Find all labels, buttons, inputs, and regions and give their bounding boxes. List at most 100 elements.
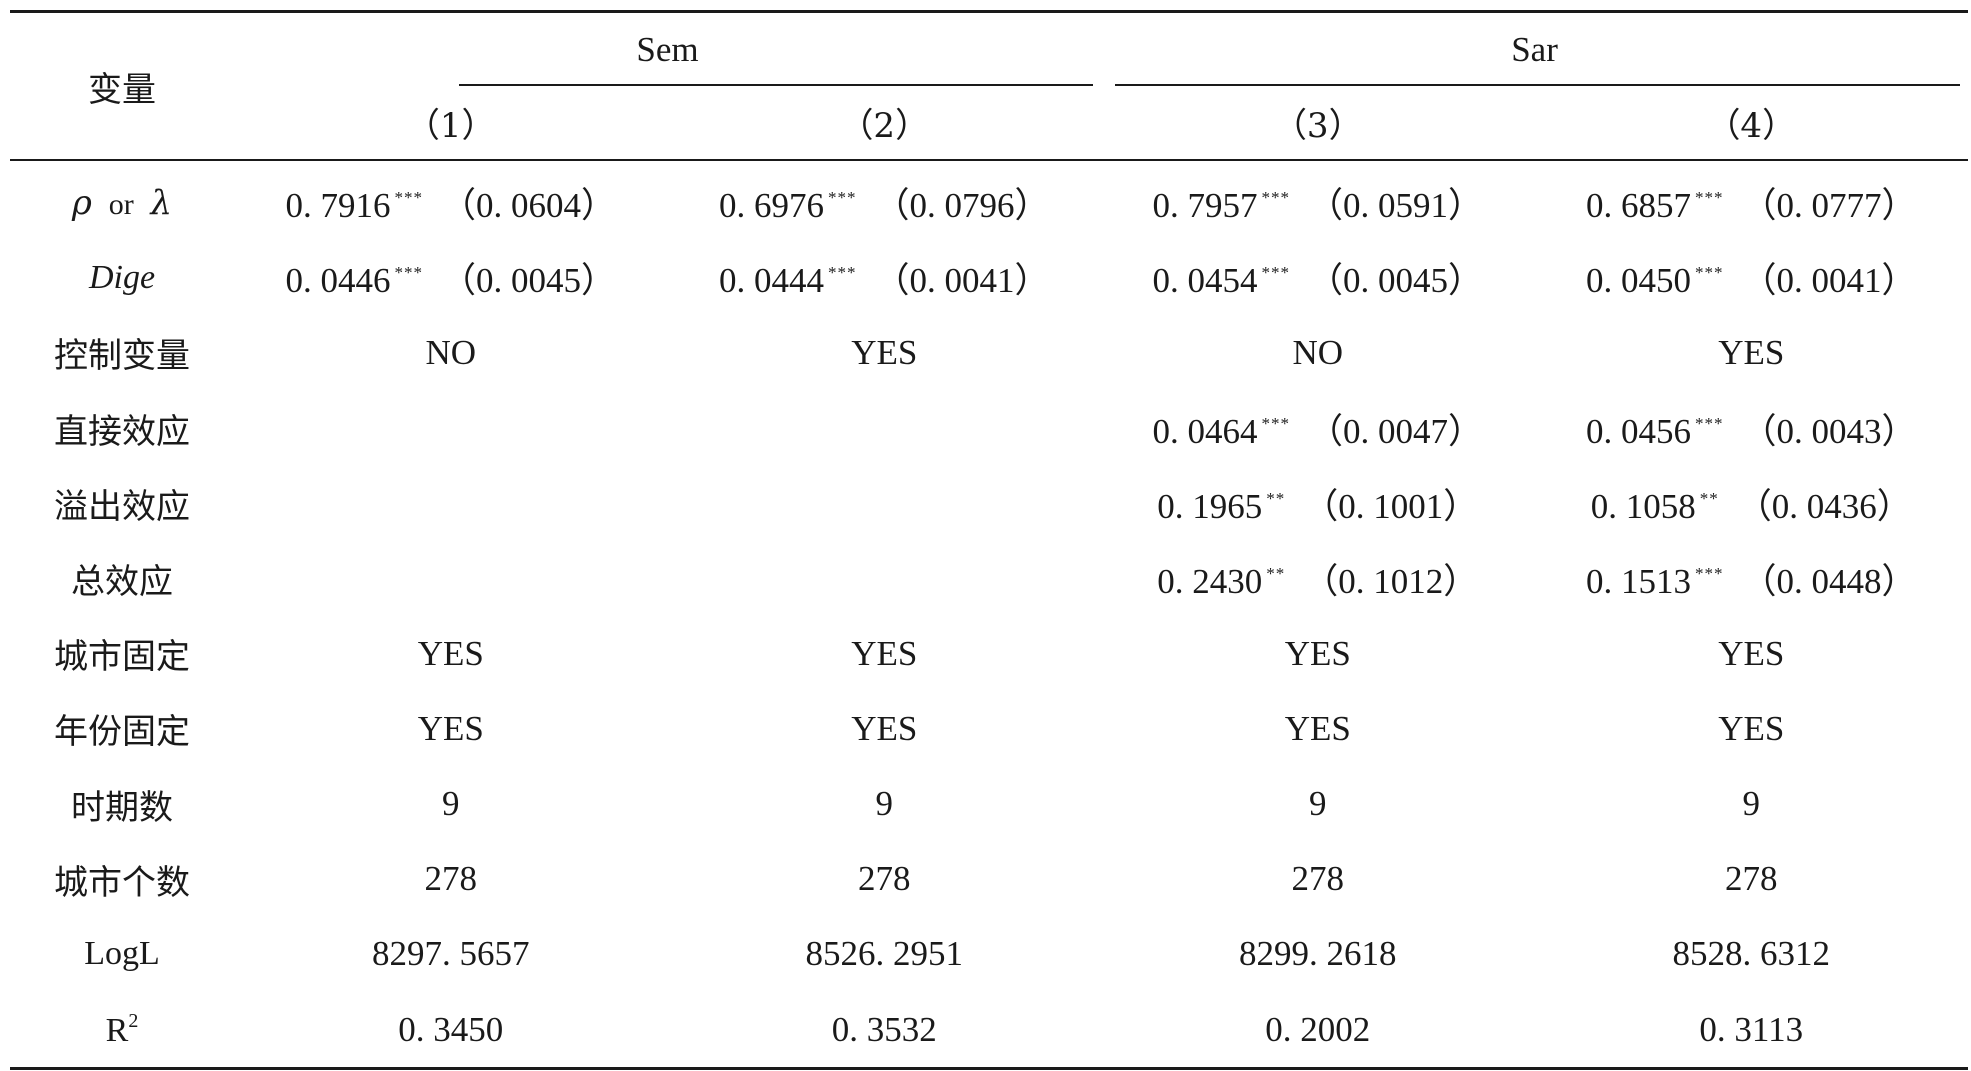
std-error: （0. 0436） [1736,486,1912,526]
table-cell: 9 [1309,784,1327,824]
table-row: 直接效应 0. 0464 *** （0. 0047） 0. 0456 *** （0. 0… [10,391,1968,466]
std-error: （0. 0045） [1308,261,1484,301]
table-cell-empty [234,541,668,616]
variable-header: 变量 [10,11,234,161]
coef-value: 0. 7957 [1152,186,1258,226]
coef-value: 0. 6857 [1586,186,1691,226]
table-row: 总效应 0. 2430 ** （0. 1012） 0. 1513 *** （0. 044… [10,541,1968,616]
table-row: LogL 8297. 5657 8526. 2951 8299. 2618 85… [10,917,1968,992]
coef-value: 0. 2430 [1157,562,1263,602]
table-cell: 8528. 6312 [1672,934,1831,974]
significance-stars: ** [1266,564,1286,584]
std-error: （0. 0604） [440,186,616,226]
table-cell: 8299. 2618 [1239,934,1397,974]
row-label: 直接效应 [54,411,190,452]
table-cell: 0. 0456 *** （0. 0043） [1535,391,1969,466]
table-cell: 0. 1965 ** （0. 1001） [1101,466,1535,541]
coef-value: 0. 0446 [285,261,391,301]
column-header-3: （3） [1272,106,1363,146]
significance-stars: *** [828,188,857,208]
table-cell: 9 [875,784,894,824]
group-label-sem: Sem [636,29,699,69]
table-cell: YES [851,633,918,673]
group-rule-sem [459,84,1094,86]
table-row: 城市个数 278 278 278 278 [10,842,1968,917]
group-rule-sar [1115,84,1961,86]
significance-stars: *** [1695,263,1724,283]
table-cell: 0. 3113 [1699,1009,1804,1049]
row-label: 总效应 [71,562,173,603]
table-cell: 0. 7916 *** （0. 0604） [234,160,668,240]
table-cell: 0. 6857 *** （0. 0777） [1535,160,1969,240]
std-error: （0. 0045） [440,261,616,301]
table-cell: 0. 3532 [831,1009,937,1049]
rho-symbol: ρ [71,182,92,223]
table-row: Dige 0. 0446 *** （0. 0045） 0. 0444 *** （0. 0… [10,240,1968,315]
table-cell: YES [1718,708,1785,748]
std-error: （0. 0041） [874,261,1050,301]
coef-value: 0. 1965 [1157,486,1263,526]
lambda-symbol: λ [150,182,173,223]
table-cell: 8297. 5657 [372,934,530,974]
row-label: 控制变量 [54,336,190,377]
std-error: （0. 0043） [1741,411,1917,451]
table-cell: YES [417,633,484,673]
table-cell-empty [668,391,1102,466]
table-cell: YES [417,708,484,748]
table-cell: 0. 0464 *** （0. 0047） [1101,391,1535,466]
significance-stars: *** [1261,263,1290,283]
coef-value: 0. 7916 [285,186,391,226]
table-cell-empty [668,466,1102,541]
column-header-4: （4） [1706,106,1797,146]
row-label: LogL [84,935,160,973]
std-error: （0. 1012） [1303,562,1479,602]
row-label: 城市固定 [54,637,190,678]
table-cell: YES [851,708,918,748]
table-cell: YES [1718,332,1785,372]
table-cell: YES [1284,708,1351,748]
row-label: 年份固定 [54,712,190,753]
significance-stars: *** [1695,564,1724,584]
table-row: 时期数 9 9 9 9 [10,767,1968,842]
table-cell: 0. 2430 ** （0. 1012） [1101,541,1535,616]
coef-value: 0. 0454 [1152,261,1258,301]
table-cell: NO [1292,332,1344,372]
table-cell: YES [1284,633,1351,673]
table-cell: 0. 2002 [1265,1009,1371,1049]
coef-value: 0. 6976 [719,186,824,226]
group-header-sem: Sem [234,12,1101,86]
significance-stars: *** [1261,413,1290,433]
coef-value: 0. 1058 [1590,486,1696,526]
table-cell-empty [234,391,668,466]
row-label: 城市个数 [54,862,190,903]
regression-table: 变量 Sem Sar （1） （2） （3） （4） ρ [10,10,1969,1070]
column-header-1: （1） [405,106,496,146]
table-cell: 278 [1725,859,1778,899]
std-error: （0. 0448） [1741,562,1917,602]
coef-value: 0. 1513 [1586,562,1691,602]
std-error: （0. 0047） [1308,411,1484,451]
significance-stars: ** [1699,488,1719,508]
row-label: ρ or λ [10,160,234,240]
significance-stars: *** [1261,188,1290,208]
table-row: ρ or λ 0. 7916 *** （0. 0604） 0. 6976 *** （0.… [10,160,1968,240]
table-row: R2 0. 3450 0. 3532 0. 2002 0. 3113 [10,992,1969,1069]
table-cell: YES [1718,633,1785,673]
significance-stars: *** [394,263,423,283]
table-cell: 0. 1513 *** （0. 0448） [1535,541,1969,616]
table-cell: 0. 0450 *** （0. 0041） [1535,240,1969,315]
header-row-columns: （1） （2） （3） （4） [10,86,1969,160]
std-error: （0. 0041） [1741,261,1917,301]
group-label-sar: Sar [1511,29,1558,69]
table-cell-empty [234,466,668,541]
table-cell: 0. 3450 [398,1009,504,1049]
significance-stars: *** [828,263,857,283]
table-cell: 8526. 2951 [805,934,964,974]
table-cell: YES [851,332,918,372]
table-cell: 278 [424,859,478,899]
std-error: （0. 0591） [1308,186,1484,226]
table-cell: 9 [1742,784,1761,824]
table-cell: 0. 0446 *** （0. 0045） [234,240,668,315]
table-cell: 0. 6976 *** （0. 0796） [668,160,1102,240]
